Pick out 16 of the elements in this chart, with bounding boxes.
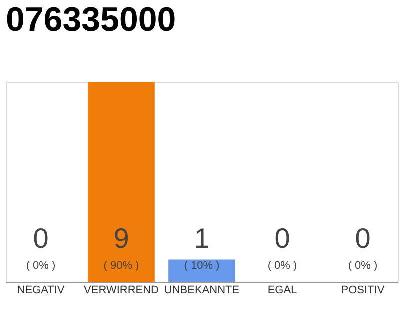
data-label: 0 [355, 223, 371, 254]
annotation: ( 0% ) [348, 260, 378, 272]
chart-title: 076335000 [6, 1, 176, 39]
x-tick-label: UNBEKANNTE [164, 284, 240, 296]
data-label: 1 [194, 223, 210, 254]
x-tick-label: VERWIRREND [84, 284, 160, 296]
annotation: ( 0% ) [26, 260, 56, 272]
x-tick-label: NEGATIV [17, 284, 66, 296]
data-label: 0 [274, 223, 290, 254]
data-label: 0 [33, 223, 49, 254]
x-tick-label: EGAL [268, 284, 298, 296]
annotation: ( 0% ) [268, 260, 298, 272]
data-label: 9 [114, 223, 130, 254]
x-tick-label: POSITIV [341, 284, 386, 296]
annotation: ( 90% ) [104, 260, 140, 272]
annotation: ( 10% ) [184, 260, 220, 272]
